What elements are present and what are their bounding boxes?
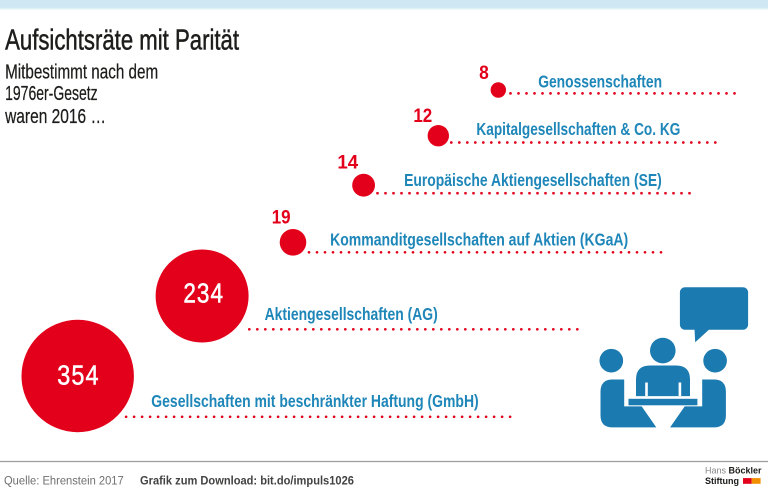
svg-text:Stiftung: Stiftung [705, 476, 739, 486]
svg-text:Kommanditgesellschaften auf Ak: Kommanditgesellschaften auf Aktien (KGaA… [330, 231, 628, 250]
svg-text:Aufsichtsräte mit Parität: Aufsichtsräte mit Parität [5, 25, 239, 56]
svg-text:354: 354 [57, 361, 99, 391]
svg-text:Quelle: Ehrenstein 2017: Quelle: Ehrenstein 2017 [4, 474, 124, 488]
svg-text:Genossenschaften: Genossenschaften [538, 73, 662, 92]
svg-text:1976er-Gesetz: 1976er-Gesetz [5, 82, 98, 105]
svg-text:waren 2016 …: waren 2016 … [4, 105, 106, 127]
svg-text:14: 14 [337, 152, 358, 173]
svg-text:8: 8 [479, 61, 489, 83]
svg-text:234: 234 [183, 278, 224, 309]
svg-text:19: 19 [272, 206, 291, 227]
svg-text:Hans Böckler: Hans Böckler [705, 465, 762, 475]
svg-text:Europäische Aktiengesellschaft: Europäische Aktiengesellschaften (SE) [404, 172, 662, 191]
svg-text:Gesellschaften mit beschränkte: Gesellschaften mit beschränkter Haftung … [151, 392, 478, 411]
svg-text:Kapitalgesellschaften & Co. KG: Kapitalgesellschaften & Co. KG [476, 120, 680, 139]
svg-text:Aktiengesellschaften (AG): Aktiengesellschaften (AG) [265, 306, 438, 325]
svg-text:Grafik zum Download: bit.do/im: Grafik zum Download: bit.do/impuls1026 [140, 474, 354, 488]
svg-text:12: 12 [413, 105, 432, 126]
svg-text:Mitbestimmt nach dem: Mitbestimmt nach dem [5, 61, 158, 83]
